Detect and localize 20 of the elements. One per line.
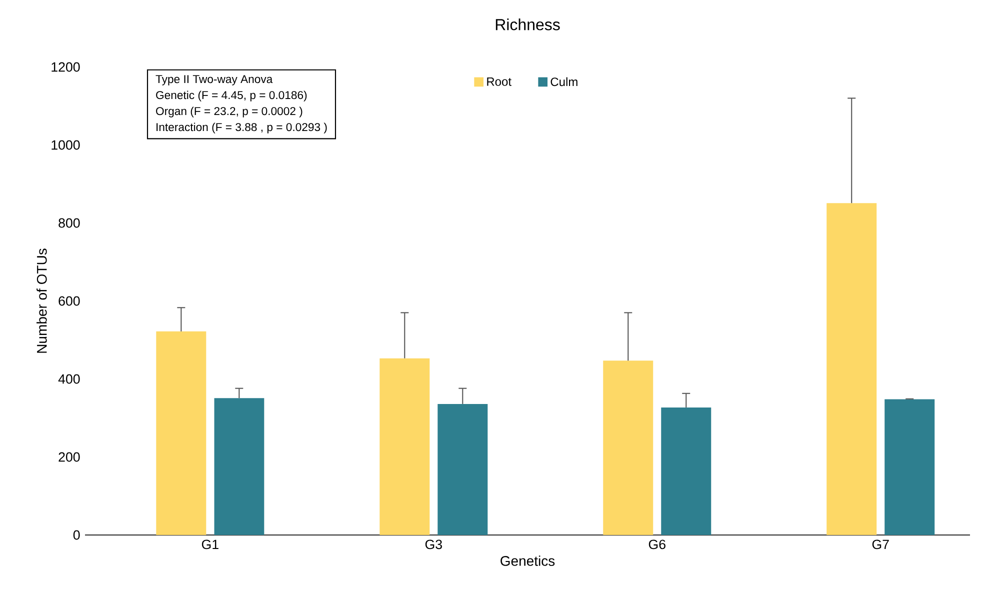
y-tick-label: 1000 <box>52 140 80 150</box>
x-tick-label: G3 <box>425 540 442 550</box>
y-tick-label: 0 <box>73 530 80 540</box>
x-tick-label: G7 <box>872 540 889 550</box>
legend-label: Culm <box>550 77 578 86</box>
annotation: Genetic (F = 4.45, p = 0.0186) <box>156 90 307 102</box>
x-tick-label: G6 <box>648 540 666 550</box>
y-tick-label: 200 <box>58 452 80 462</box>
annotation: Interaction (F = 3.88 , p = 0.0293 ) <box>156 122 327 134</box>
chart-title: Richness <box>496 18 560 30</box>
y-tick-label: 600 <box>58 296 80 306</box>
annotation: Type II Two-way Anova <box>156 75 273 86</box>
y-tick-label: 1200 <box>52 62 80 72</box>
annotation: Organ (F = 23.2, p = 0.0002 ) <box>156 106 302 118</box>
y-tick-label: 400 <box>58 374 80 384</box>
y-axis-title: Number of OTUs <box>36 248 47 353</box>
y-tick-label: 800 <box>58 218 80 228</box>
x-tick-label: G1 <box>202 540 218 550</box>
legend-label: Root <box>487 77 512 86</box>
x-axis-title: Genetics <box>500 556 555 566</box>
